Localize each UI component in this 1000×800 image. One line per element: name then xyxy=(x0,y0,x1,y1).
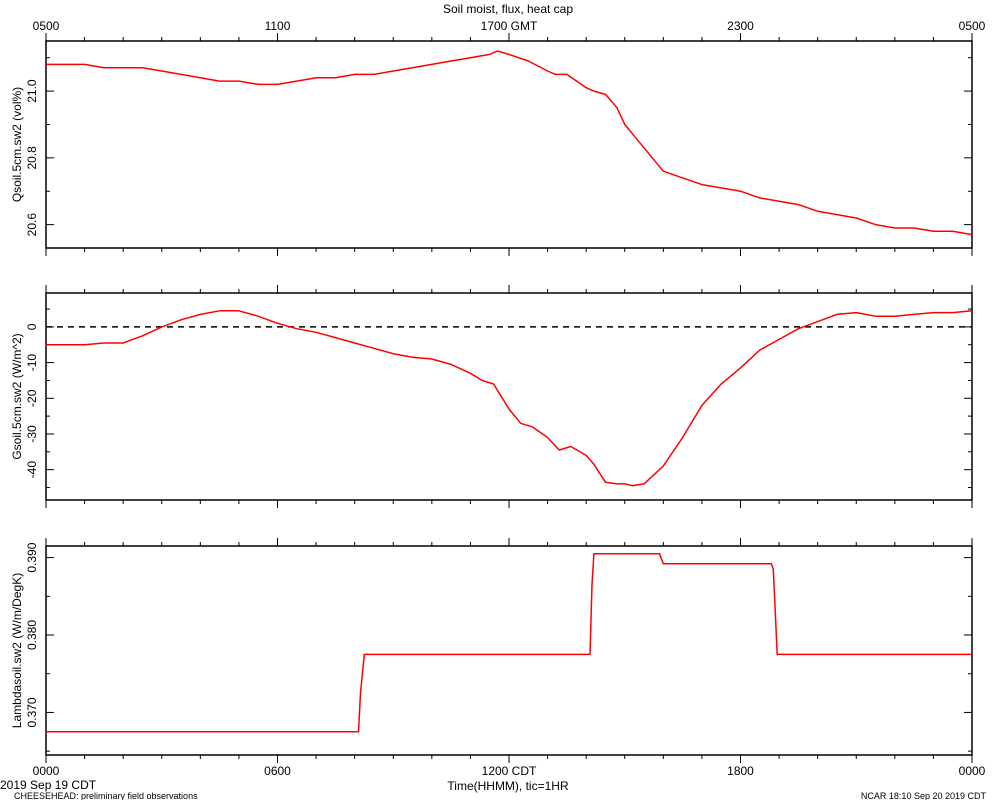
panel-frame xyxy=(45,545,973,756)
footer-left-note: CHEESEHEAD: preliminary field observatio… xyxy=(14,791,198,800)
y-tick-label: 0.390 xyxy=(25,542,39,572)
bottom-tick-label: 1200 CDT xyxy=(482,764,537,778)
y-tick-label: 0.370 xyxy=(25,697,39,727)
y-tick-label: -10 xyxy=(25,354,39,372)
y-tick-label: 20.8 xyxy=(25,146,39,170)
series-line xyxy=(46,552,972,733)
y-tick-label: 21.0 xyxy=(25,79,39,103)
top-axis: 0500 1100 1700 GMT 2300 0500 xyxy=(33,19,986,33)
chart-title: Soil moist, flux, heat cap xyxy=(443,2,573,16)
series-line xyxy=(46,310,973,487)
x-axis-label: Time(HHMM), tic=1HR xyxy=(447,779,569,793)
bottom-tick-label: 0000 xyxy=(959,764,986,778)
y-tick-label: 0.380 xyxy=(25,620,39,650)
footer-right-note: NCAR 18:10 Sep 20 2019 CDT xyxy=(861,791,987,800)
top-tick-label: 1100 xyxy=(265,19,291,33)
y-tick-label: -20 xyxy=(25,389,39,407)
top-tick-label: 2300 xyxy=(727,19,754,33)
y-axis-label: Lambdasoil.sw2 (W/m/DegK) xyxy=(10,573,24,728)
top-tick-label: 0500 xyxy=(33,19,60,33)
y-axis-label: Gsoil.5cm.sw2 (W/m^2) xyxy=(10,333,24,459)
series-line xyxy=(46,50,973,236)
top-tick-label: 0500 xyxy=(959,19,986,33)
bottom-tick-label: 1800 xyxy=(727,764,754,778)
bottom-tick-label: 0000 xyxy=(33,764,60,778)
top-tick-label: 1700 GMT xyxy=(481,19,538,33)
y-tick-label: -40 xyxy=(25,461,39,479)
panel-frame xyxy=(45,40,973,249)
y-tick-label: -30 xyxy=(25,425,39,443)
bottom-tick-label: 0600 xyxy=(264,764,291,778)
footer-date: 2019 Sep 19 CDT xyxy=(0,778,97,792)
panel-frame xyxy=(45,292,973,501)
y-axis-label: Qsoil.5cm.sw2 (vol%) xyxy=(10,87,24,202)
y-tick-label: 0 xyxy=(25,323,39,330)
bottom-axis: 0000 0600 1200 CDT 1800 0000 xyxy=(33,764,986,778)
y-tick-label: 20.6 xyxy=(25,213,39,237)
